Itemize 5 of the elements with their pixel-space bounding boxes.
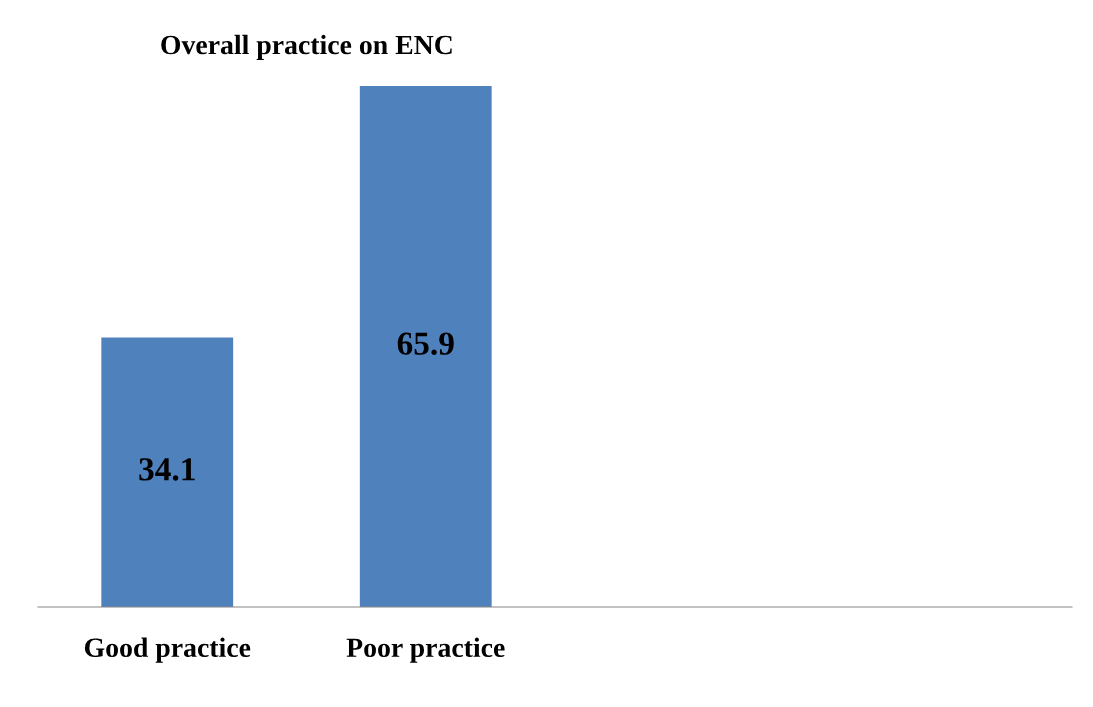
x-tick-label: Poor practice — [346, 637, 505, 663]
data-label: 34.1 — [139, 458, 195, 481]
x-tick-label: Good practice — [84, 637, 251, 663]
chart-title: Overall practice on ENC — [161, 34, 452, 60]
data-label: 65.9 — [397, 332, 454, 356]
